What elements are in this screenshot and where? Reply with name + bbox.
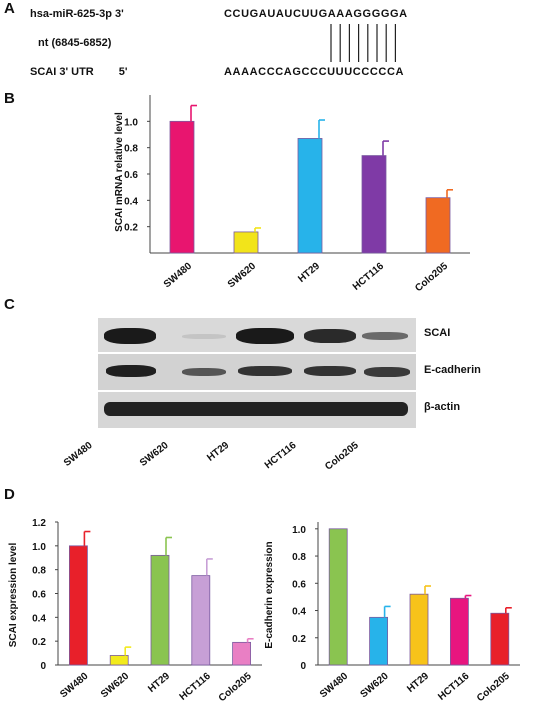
band [304,366,356,376]
bar [297,138,323,254]
bar [449,597,469,666]
blot-label-actin: β-actin [424,401,461,413]
bar [169,120,195,254]
utr-end: 5' [118,66,128,78]
bar [369,616,389,666]
x-tick-label: SW620 [99,670,132,700]
bar [409,593,429,666]
y-axis-label: E-cadherin expression [264,541,275,648]
bar [69,545,88,666]
band [364,367,410,377]
bar [425,197,451,254]
x-tick-label: HT29 [296,260,322,284]
y-tick-label: 1.0 [32,542,46,553]
y-tick-label: 0.6 [124,170,138,181]
x-tick-label: SW480 [58,670,91,700]
y-tick-label: 0 [40,661,46,672]
y-tick-label: 0.2 [292,634,306,645]
x-tick-label: SW480 [162,260,195,290]
y-tick-label: 0.8 [292,552,306,563]
band [104,328,156,344]
mirna-name-text: hsa-miR-625-3p [30,8,112,20]
nt-range: nt (6845-6852) [38,37,112,49]
blot-label-scai: SCAI [424,327,451,339]
blot-strip-scai [98,318,416,354]
x-tick-label: HCT116 [351,260,387,292]
y-tick-label: 1.0 [292,525,306,536]
x-tick-label: SW620 [358,670,391,700]
bar [361,155,387,254]
bar [109,655,129,666]
bar [150,554,170,666]
y-tick-label: 0.2 [32,637,46,648]
x-tick-label: HT29 [405,670,431,694]
western-blot [98,318,416,428]
band [362,332,408,340]
chart-d-left: 0 0.2 0.4 0.6 0.8 1.0 1.2 SCAI expression level… [8,518,262,704]
y-tick-label: 0.6 [292,579,306,590]
y-tick-label: 0.4 [292,607,306,618]
y-tick-label: 1.0 [124,117,138,128]
band [182,334,226,339]
utr-name: SCAI 3' UTR 5' [30,66,128,78]
blot-strip-ecadherin [98,354,416,392]
blot-strip-actin [98,392,416,428]
band [236,328,294,344]
chart-d-right: 0 0.2 0.4 0.6 0.8 1.0 E-cadherin expression SW4… [264,522,520,704]
y-tick-label: 0.2 [124,223,138,234]
utr-sequence: AAAACCCAGCCCUUUCCCCCA [224,66,405,78]
x-tick-label: Colo205 [413,261,450,295]
y-tick-label: 0.8 [32,566,46,577]
bar [328,528,348,666]
bar [233,231,259,254]
x-tick-label: HCT116 [178,670,214,702]
y-tick-label: 0 [300,661,306,672]
panel-d-label: D [4,486,15,503]
blot-label-ecadherin: E-cadherin [424,364,481,376]
y-tick-label: 0.6 [32,590,46,601]
y-tick-label: 0.4 [32,613,46,624]
band [104,402,408,416]
y-tick-label: 0.4 [124,196,138,207]
band [238,366,292,376]
mirna-end: 3' [114,8,124,20]
band [182,368,226,376]
x-tick-label: HCT116 [436,670,472,702]
mirna-name: hsa-miR-625-3p 3' [30,8,124,20]
band [106,365,156,377]
x-tick-label: SW620 [226,260,259,290]
panel-a-label: A [4,0,15,17]
panel-b-label: B [4,90,15,107]
band [304,329,356,343]
bar [490,612,510,666]
bar [191,575,211,666]
bar [232,641,252,666]
x-tick-label: HT29 [146,670,172,694]
mirna-sequence: CCUGAUAUCUUGAAAGGGGGA [224,8,408,20]
y-axis-label: SCAI mRNA relative level [114,112,125,232]
x-tick-label: SW480 [318,670,351,700]
base-pair-lines [330,24,396,62]
x-tick-label: Colo205 [475,671,512,705]
x-tick-label: Colo205 [217,671,254,705]
y-axis-label: SCAI expression level [8,543,19,648]
panel-c-label: C [4,296,15,313]
y-tick-label: 1.2 [32,518,46,529]
utr-name-text: SCAI 3' UTR [30,66,94,78]
y-tick-label: 0.8 [124,144,138,155]
